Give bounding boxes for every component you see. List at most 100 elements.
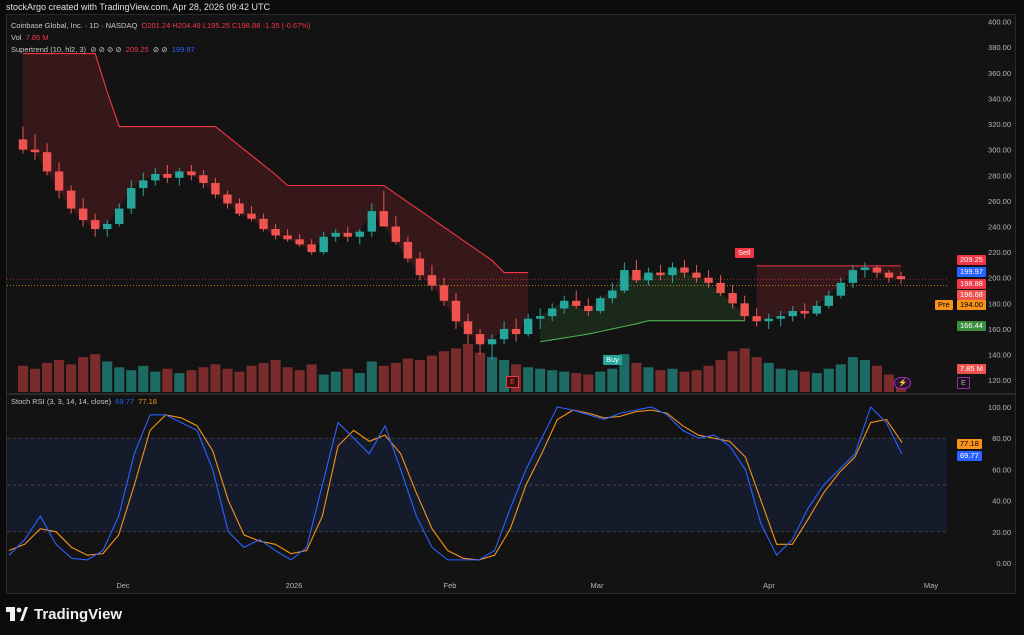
volume-bar xyxy=(66,364,77,392)
volume-bar xyxy=(775,368,786,392)
volume-bar xyxy=(42,362,53,392)
volume-bar xyxy=(631,362,642,392)
earnings-upcoming-icon[interactable]: E xyxy=(957,377,971,389)
volume-bar xyxy=(126,370,137,392)
supertrend-down-line xyxy=(23,53,529,274)
candle-body xyxy=(872,267,882,273)
candle-body xyxy=(547,308,557,317)
volume-bar xyxy=(138,365,149,392)
dividend-bolt-icon[interactable]: ⚡ xyxy=(894,377,912,389)
candle-body xyxy=(836,282,846,296)
price-axis-label: 400.00 xyxy=(988,18,1011,27)
candle-body xyxy=(740,303,749,317)
earnings-icon[interactable]: E xyxy=(506,376,520,388)
candle-body xyxy=(824,295,834,306)
supertrend-label[interactable]: Supertrend (10, hl2, 3) xyxy=(11,45,87,54)
price-axis-label: 120.00 xyxy=(988,376,1011,385)
candle-body xyxy=(175,171,184,178)
candle-body xyxy=(90,220,100,230)
volume-bar xyxy=(78,357,89,392)
price-axis-label: 260.00 xyxy=(988,197,1011,206)
candle-body xyxy=(211,182,220,195)
time-axis-label: Feb xyxy=(444,581,457,590)
price-axis-label: 320.00 xyxy=(988,120,1011,129)
volume-bar xyxy=(871,365,882,392)
supertrend-value-up: 199.97 xyxy=(171,45,195,54)
volume-bar xyxy=(282,367,293,392)
candle-body xyxy=(800,311,809,314)
candle-body xyxy=(379,211,389,227)
candle-body xyxy=(475,334,485,345)
rsi-axis-label: 100.00 xyxy=(988,403,1011,412)
premarket-label-badge: Pre xyxy=(935,300,953,310)
candle-body xyxy=(331,232,340,237)
candle-body xyxy=(776,316,785,319)
volume-bar xyxy=(258,362,269,392)
volume-bar xyxy=(414,360,425,392)
time-axis-label: Apr xyxy=(763,581,775,590)
ohlc-open: O201.24 xyxy=(141,21,171,30)
rsi-axis-label: 0.00 xyxy=(996,559,1011,568)
volume-bar xyxy=(667,368,678,392)
volume-bar xyxy=(523,367,534,392)
candle-body xyxy=(584,305,593,312)
volume-bar xyxy=(438,351,450,392)
candle-body xyxy=(115,208,124,224)
volume-bar xyxy=(799,371,810,392)
time-axis-label: May xyxy=(924,581,938,590)
chart-header: stockArgo created with TradingView.com, … xyxy=(0,0,1024,14)
volume-bar xyxy=(462,344,474,392)
volume-bar xyxy=(703,365,714,392)
ohlc-low: L195.25 xyxy=(202,21,230,30)
volume-bar xyxy=(559,371,570,392)
price-axis-label: 140.00 xyxy=(988,351,1011,360)
volume-bar xyxy=(222,368,233,392)
volume-bar xyxy=(270,360,281,392)
supertrend-settings-icons[interactable]: ⊘ ⊘ ⊘ ⊘ xyxy=(90,45,122,54)
supertrend-up-fill xyxy=(540,267,745,342)
stoch-d-badge: 77.18 xyxy=(957,439,982,449)
volume-bar xyxy=(354,373,365,392)
volume-bar xyxy=(342,368,353,392)
volume-bar xyxy=(691,370,702,392)
volume-bar xyxy=(246,365,257,392)
volume-bar xyxy=(186,370,197,392)
candle-body xyxy=(30,149,40,153)
volume-bar xyxy=(847,357,858,392)
volume-bar xyxy=(426,355,437,392)
stoch-rsi-label[interactable]: Stoch RSI (3, 3, 14, 14, close) xyxy=(11,397,112,406)
volume-bar xyxy=(595,371,606,392)
candle-body xyxy=(235,203,244,214)
candle-body xyxy=(307,244,316,253)
volume-bar xyxy=(450,348,462,392)
volume-legend: Vol 7.85 M xyxy=(11,33,49,42)
candle-body xyxy=(752,316,761,322)
candle-body xyxy=(692,272,701,278)
price-axis-label: 240.00 xyxy=(988,222,1011,231)
volume-bar xyxy=(787,370,798,392)
candle-body xyxy=(680,267,689,273)
price-axis-label: 180.00 xyxy=(988,299,1011,308)
sell-signal-marker[interactable]: Sell xyxy=(735,248,754,258)
candle-body xyxy=(295,239,304,245)
candle-body xyxy=(439,285,449,301)
volume-bar xyxy=(29,368,41,392)
volume-bar xyxy=(17,365,29,392)
chart-canvas[interactable]: 400.00 380.00 360.00 340.00 320.00 300.00 280.… xyxy=(7,15,1015,593)
candle-body xyxy=(42,152,52,172)
volume-bar xyxy=(883,374,895,392)
candle-body xyxy=(620,270,629,291)
buy-signal-marker[interactable]: Buy xyxy=(603,355,622,365)
candle-body xyxy=(523,318,533,335)
candle-body xyxy=(427,275,437,286)
candle-body xyxy=(223,194,232,204)
chart-frame[interactable]: 400.00 380.00 360.00 340.00 320.00 300.00 280.… xyxy=(6,14,1016,594)
candle-body xyxy=(355,231,364,237)
supertrend-down-fill xyxy=(23,53,529,345)
volume-bar xyxy=(390,362,401,392)
volume-bar xyxy=(198,367,209,392)
volume-bar xyxy=(90,354,101,392)
stoch-k-badge: 69.77 xyxy=(957,451,982,461)
volume-bar xyxy=(811,373,822,392)
volume-bar xyxy=(150,371,161,392)
